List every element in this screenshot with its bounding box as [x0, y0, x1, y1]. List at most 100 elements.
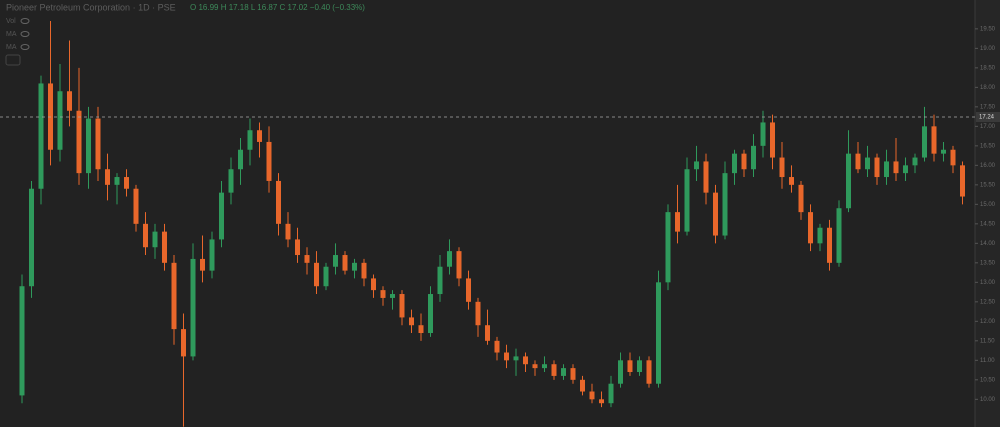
candle-body	[637, 360, 642, 373]
candle-body	[808, 212, 813, 244]
candle-body	[76, 110, 82, 174]
candle-body	[114, 177, 120, 185]
candle-body	[741, 153, 747, 170]
candle-body	[779, 157, 785, 178]
candle-body	[228, 169, 234, 193]
candle-body	[732, 153, 737, 174]
candle-body	[874, 157, 880, 178]
chart-title: Pioneer Petroleum Corporation · 1D · PSE	[6, 2, 176, 12]
candle-body	[295, 239, 300, 256]
y-tick-label: 19.00	[980, 46, 996, 52]
candle-body	[105, 169, 110, 185]
candle-body	[827, 227, 832, 263]
candle-body	[409, 317, 414, 326]
candle-body	[390, 294, 395, 298]
candle-body	[884, 161, 889, 178]
candle-body	[855, 153, 861, 170]
indicator-label: Vol	[6, 18, 16, 25]
candle-body	[418, 325, 424, 334]
candle-body	[437, 266, 443, 295]
eye-icon[interactable]	[20, 18, 30, 24]
candle-body	[190, 258, 196, 357]
last-price-tag	[976, 111, 1000, 122]
candle-body	[456, 251, 462, 279]
y-tick-label: 12.00	[980, 319, 996, 325]
candle-body	[570, 368, 576, 380]
candle-body	[627, 360, 633, 373]
y-tick-label: 14.00	[980, 241, 996, 247]
candle-body	[162, 231, 167, 263]
candle-body	[770, 122, 775, 158]
candle-body	[941, 149, 946, 154]
candle-body	[181, 329, 186, 357]
y-tick-label: 15.50	[980, 182, 996, 188]
candle-body	[817, 227, 823, 244]
indicator-list: Vol MA MA	[5, 18, 30, 66]
candle-body	[352, 262, 357, 271]
candle-body	[893, 161, 899, 174]
candle-body	[323, 266, 329, 287]
collapse-button[interactable]	[5, 54, 21, 66]
candle-body	[542, 364, 547, 369]
y-tick-label: 13.00	[980, 280, 996, 286]
candle-body	[599, 399, 604, 404]
candle-body	[485, 325, 490, 341]
candle-body	[143, 223, 148, 248]
y-tick-label: 13.50	[980, 260, 996, 266]
candle-body	[665, 212, 671, 283]
indicator-label: MA	[6, 31, 17, 38]
candle-body	[865, 157, 870, 170]
candle-body	[513, 356, 519, 361]
candle-body	[29, 188, 34, 287]
candle-body	[950, 149, 956, 166]
candle-body	[912, 157, 918, 166]
candle-body	[656, 282, 661, 384]
candle-body	[95, 118, 101, 170]
eye-icon[interactable]	[20, 31, 30, 37]
candle-body	[751, 145, 756, 170]
candle-body	[133, 188, 139, 224]
candle-body	[304, 255, 310, 263]
candle-body	[57, 91, 63, 150]
candle-body	[608, 383, 614, 404]
eye-icon[interactable]	[20, 44, 30, 50]
candle-body	[257, 130, 262, 142]
y-tick-label: 11.50	[980, 338, 995, 344]
y-tick-label: 10.00	[980, 397, 996, 403]
candle-body	[618, 360, 623, 384]
y-tick-label: 11.00	[980, 358, 995, 364]
candle-body	[760, 122, 766, 146]
y-tick-label: 18.50	[980, 65, 996, 71]
candle-body	[836, 208, 842, 263]
candle-body	[314, 262, 319, 287]
candle-body	[266, 141, 272, 181]
candle-body	[551, 364, 557, 376]
candle-body	[342, 255, 348, 271]
candle-body	[209, 239, 215, 271]
candle-body	[333, 255, 338, 267]
candle-body	[494, 340, 500, 353]
candle-body	[466, 278, 471, 302]
candle-body	[247, 130, 253, 150]
candle-body	[846, 153, 851, 209]
candle-body	[371, 278, 376, 291]
y-tick-label: 10.50	[980, 377, 996, 383]
candle-body	[960, 165, 965, 197]
candle-body	[694, 161, 699, 170]
candle-body	[219, 192, 224, 240]
y-tick-label: 16.00	[980, 163, 996, 169]
candle-body	[380, 290, 386, 298]
candle-body	[922, 126, 927, 158]
candle-body	[200, 258, 205, 271]
candle-body	[361, 262, 367, 279]
candle-body	[399, 294, 405, 318]
candle-body	[532, 364, 538, 369]
candle-body	[67, 91, 72, 111]
price-axis	[975, 0, 1000, 427]
candle-body	[646, 360, 652, 384]
candle-body	[684, 169, 690, 232]
y-tick-label: 14.50	[980, 221, 996, 227]
